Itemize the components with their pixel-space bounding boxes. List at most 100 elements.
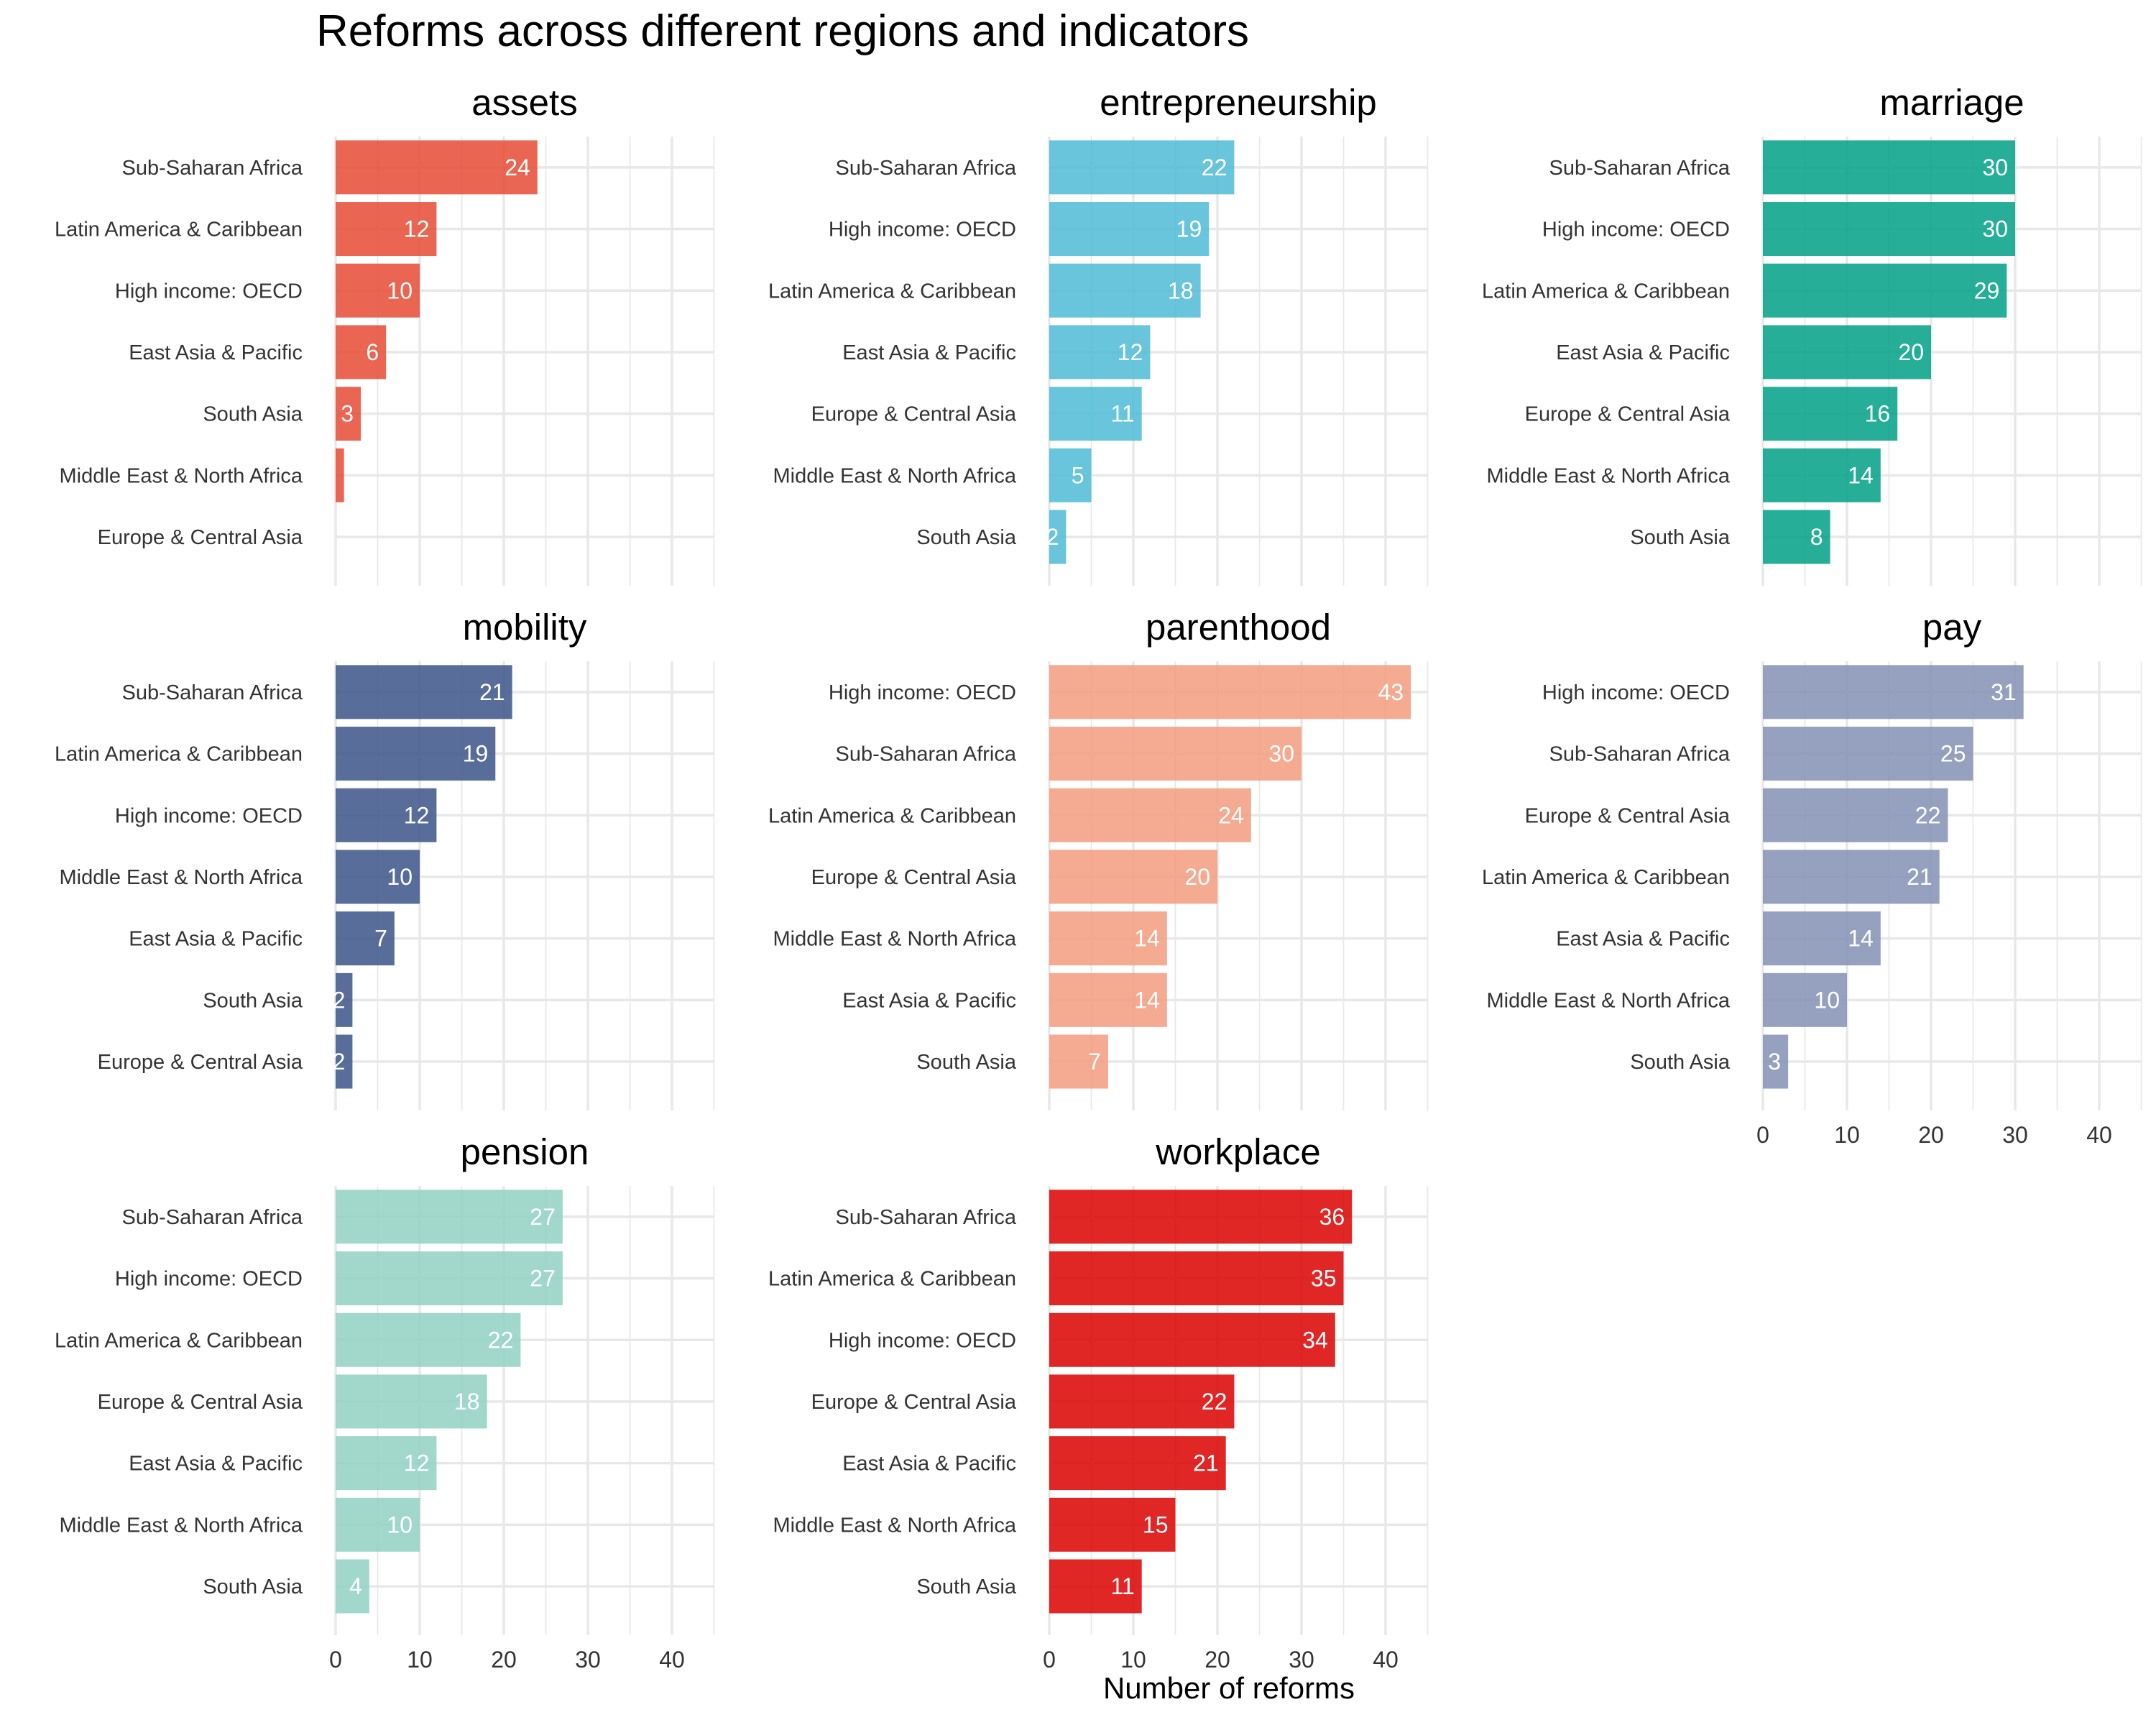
facet-title: workplace xyxy=(1155,1131,1321,1172)
bar-data-label: 4 xyxy=(349,1573,362,1599)
bar-data-label: 21 xyxy=(1193,1450,1219,1476)
category-label: Sub-Saharan Africa xyxy=(836,1206,1017,1229)
bar-data-label: 3 xyxy=(341,401,354,427)
x-tick-label: 0 xyxy=(1756,1122,1769,1148)
category-label: South Asia xyxy=(203,1576,303,1598)
bar-data-label: 12 xyxy=(404,216,430,242)
bar-data-label: 16 xyxy=(1865,401,1891,427)
x-tick-label: 40 xyxy=(2086,1122,2112,1148)
bar-data-label: 19 xyxy=(1176,216,1202,242)
category-label: East Asia & Pacific xyxy=(129,341,303,364)
category-label: Europe & Central Asia xyxy=(98,1391,303,1414)
bar-data-label: 24 xyxy=(505,155,530,180)
bar-data-label: 2 xyxy=(333,1049,346,1075)
bar-data-label: 14 xyxy=(1134,987,1160,1013)
category-label: Europe & Central Asia xyxy=(1525,403,1731,426)
bar-data-label: 24 xyxy=(1218,802,1244,828)
category-label: Middle East & North Africa xyxy=(60,1514,303,1537)
category-label: Middle East & North Africa xyxy=(773,464,1017,487)
facet-title: mobility xyxy=(463,607,587,648)
bar xyxy=(1763,263,2007,318)
x-tick-label: 0 xyxy=(1043,1647,1056,1673)
category-label: High income: OECD xyxy=(829,681,1016,704)
bar xyxy=(1763,727,1973,781)
bar-data-label: 19 xyxy=(463,741,489,767)
category-label: East Asia & Pacific xyxy=(842,341,1016,364)
facet-panel-parenthood: parenthood 43 High income: OECD 30 Sub-Sahar… xyxy=(768,607,1429,1110)
category-label: Latin America & Caribbean xyxy=(768,280,1016,303)
category-label: East Asia & Pacific xyxy=(842,989,1016,1012)
category-label: High income: OECD xyxy=(1542,681,1730,704)
facet-title: marriage xyxy=(1879,82,2024,123)
category-label: South Asia xyxy=(1630,1051,1731,1074)
bar-data-label: 14 xyxy=(1134,926,1160,952)
bar xyxy=(1763,972,1847,1027)
x-tick-label: 10 xyxy=(1834,1122,1860,1148)
category-label: Latin America & Caribbean xyxy=(1482,866,1730,889)
category-label: Europe & Central Asia xyxy=(811,1391,1017,1414)
bar-data-label: 18 xyxy=(454,1389,480,1414)
category-label: Sub-Saharan Africa xyxy=(1549,743,1731,766)
category-label: Latin America & Caribbean xyxy=(1482,280,1730,303)
bar-data-label: 43 xyxy=(1378,679,1404,705)
bar-data-label: 10 xyxy=(387,1512,413,1537)
facet-title: entrepreneurship xyxy=(1100,82,1377,123)
facet-panel-assets: assets 24 Sub-Saharan Africa 12 Latin Americ… xyxy=(55,82,715,586)
bar xyxy=(1049,448,1092,502)
category-label: Sub-Saharan Africa xyxy=(836,157,1017,180)
category-label: Latin America & Caribbean xyxy=(55,1329,303,1352)
bar-data-label: 7 xyxy=(1088,1049,1101,1075)
bar-data-label: 22 xyxy=(1202,1389,1227,1414)
bar xyxy=(1049,1374,1235,1429)
facet-title: parenthood xyxy=(1146,607,1331,648)
category-label: Middle East & North Africa xyxy=(60,866,303,889)
bar-data-label: 10 xyxy=(387,864,413,890)
bar xyxy=(1763,387,1898,441)
bar-data-label: 11 xyxy=(1110,401,1134,427)
category-label: South Asia xyxy=(203,403,303,426)
category-label: High income: OECD xyxy=(829,218,1016,242)
bar xyxy=(336,1374,487,1429)
bar xyxy=(336,1559,369,1614)
bar-data-label: 35 xyxy=(1311,1266,1337,1292)
bar xyxy=(1049,1436,1226,1491)
bar-data-label: 31 xyxy=(1991,679,2017,705)
bar-data-label: 14 xyxy=(1848,926,1874,952)
bar xyxy=(336,727,496,781)
bar xyxy=(1763,448,1881,502)
bar xyxy=(1049,850,1217,904)
category-label: Europe & Central Asia xyxy=(98,526,303,549)
bar xyxy=(336,665,512,719)
bar xyxy=(336,1312,521,1367)
bar xyxy=(1049,1312,1335,1367)
bar-data-label: 7 xyxy=(374,926,387,952)
category-label: High income: OECD xyxy=(1542,218,1730,242)
bar xyxy=(1049,911,1167,966)
category-label: Latin America & Caribbean xyxy=(55,218,303,242)
facet-panel-pay: pay 31 High income: OECD 25 Sub-Saharan Afri… xyxy=(1482,607,2142,1148)
bar xyxy=(336,788,437,842)
bar xyxy=(336,387,361,441)
x-tick-label: 20 xyxy=(491,1647,517,1673)
facet-panel-workplace: workplace 36 Sub-Saharan Africa 35 Latin Ame… xyxy=(768,1131,1429,1673)
bar xyxy=(1049,140,1235,195)
bar xyxy=(336,202,437,257)
category-label: East Asia & Pacific xyxy=(1556,928,1730,951)
bar-data-label: 20 xyxy=(1898,339,1924,365)
facet-panel-pension: pension 27 Sub-Saharan Africa 27 High income… xyxy=(55,1131,715,1673)
bar-data-label: 27 xyxy=(530,1266,556,1292)
bar xyxy=(1049,263,1201,318)
category-label: Sub-Saharan Africa xyxy=(122,157,303,180)
bar xyxy=(336,972,353,1027)
category-label: Middle East & North Africa xyxy=(773,1514,1017,1537)
facet-title: pension xyxy=(461,1131,589,1172)
bar xyxy=(336,1251,563,1306)
bar xyxy=(1763,140,2015,195)
bar xyxy=(1763,202,2015,257)
x-tick-label: 0 xyxy=(329,1647,342,1673)
x-tick-label: 40 xyxy=(1373,1647,1399,1673)
bar-data-label: 8 xyxy=(1810,524,1823,550)
bar-data-label: 21 xyxy=(479,679,505,705)
bar xyxy=(1763,850,1940,904)
